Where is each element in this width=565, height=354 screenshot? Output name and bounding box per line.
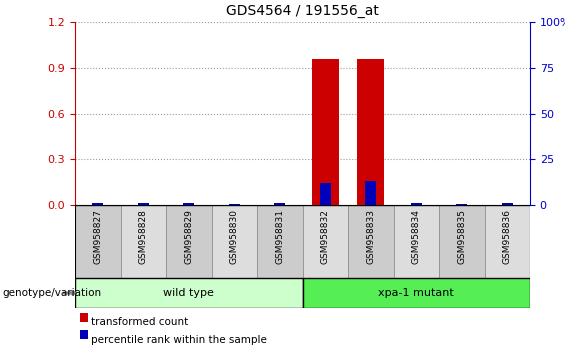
Bar <box>312 59 339 205</box>
Text: transformed count: transformed count <box>92 317 189 327</box>
Text: GSM958827: GSM958827 <box>93 209 102 263</box>
Text: GSM958830: GSM958830 <box>230 209 239 264</box>
Bar <box>137 203 149 205</box>
Text: wild type: wild type <box>163 288 214 298</box>
Bar <box>320 183 331 205</box>
Text: xpa-1 mutant: xpa-1 mutant <box>379 288 454 298</box>
Bar <box>183 203 194 205</box>
Bar <box>274 203 285 205</box>
Text: GSM958829: GSM958829 <box>184 209 193 263</box>
Bar <box>92 203 103 205</box>
Bar <box>348 205 393 278</box>
Bar <box>166 205 211 278</box>
Bar <box>411 203 422 205</box>
Text: GSM958836: GSM958836 <box>503 209 512 264</box>
Bar <box>365 181 376 205</box>
Bar <box>257 205 302 278</box>
Text: percentile rank within the sample: percentile rank within the sample <box>92 335 267 345</box>
Bar <box>485 205 530 278</box>
Bar <box>357 59 384 205</box>
Text: GSM958832: GSM958832 <box>321 209 330 263</box>
Bar <box>75 205 120 278</box>
Bar <box>211 205 257 278</box>
Bar <box>75 278 302 308</box>
Bar <box>502 203 513 205</box>
Text: GSM958835: GSM958835 <box>457 209 466 264</box>
Text: GSM958834: GSM958834 <box>412 209 421 263</box>
Text: GSM958828: GSM958828 <box>139 209 148 263</box>
Text: GSM958833: GSM958833 <box>366 209 375 264</box>
Bar <box>302 278 530 308</box>
Bar <box>456 204 467 205</box>
Bar <box>229 204 240 205</box>
Text: genotype/variation: genotype/variation <box>3 288 102 298</box>
Text: GSM958831: GSM958831 <box>275 209 284 264</box>
Bar <box>120 205 166 278</box>
Bar <box>302 205 348 278</box>
Bar <box>439 205 485 278</box>
Title: GDS4564 / 191556_at: GDS4564 / 191556_at <box>226 4 379 18</box>
Bar <box>393 205 439 278</box>
